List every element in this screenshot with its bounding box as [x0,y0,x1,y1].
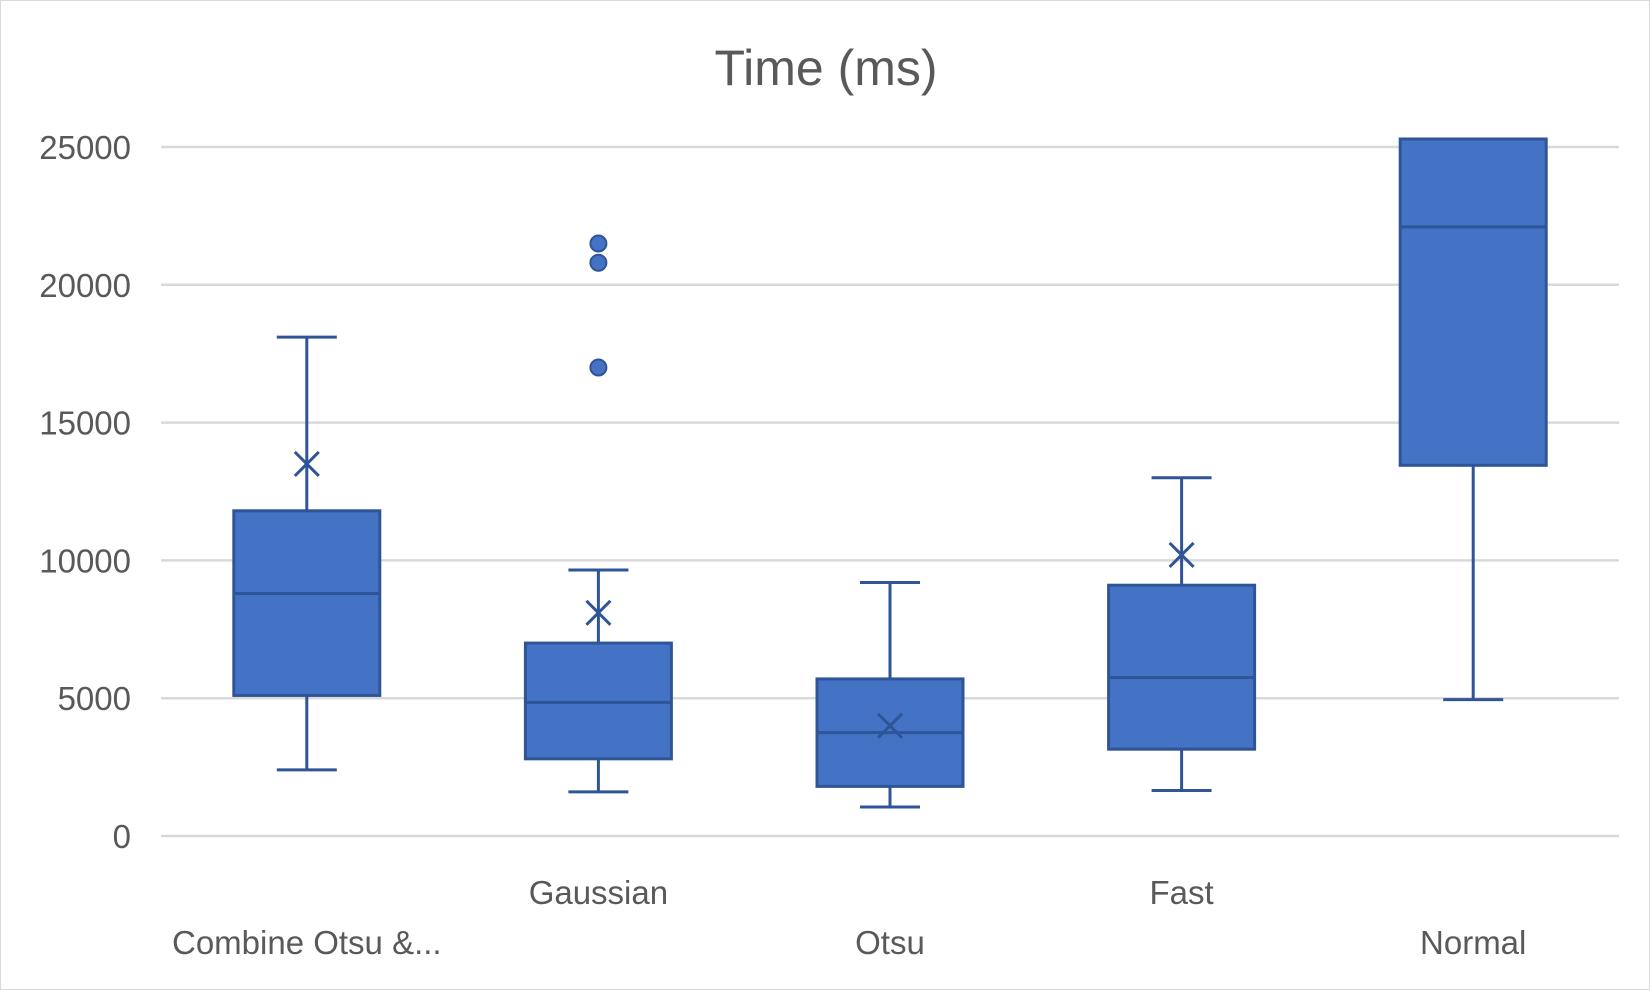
outlier-point [589,358,608,377]
x-category-label: Gaussian [529,874,668,911]
gridlines [161,145,1619,838]
mean-marker [585,599,612,626]
box-plot-3 [815,580,965,809]
outlier-point [589,234,608,253]
y-axis-tick-labels: 0 5000 10000 15000 20000 25000 [39,129,131,855]
iqr-box [232,509,382,697]
box-series [232,137,1548,809]
x-category-label: Otsu [855,924,925,961]
y-tick-label: 5000 [58,680,131,717]
y-tick-label: 10000 [39,542,131,579]
x-axis-category-labels: Combine Otsu &... Gaussian Otsu Fast Normal [172,874,1526,961]
y-tick-label: 15000 [39,405,131,442]
x-category-label: Combine Otsu &... [172,924,442,961]
box-plot-5 [1398,137,1548,702]
iqr-box [1398,137,1548,467]
box-plot-2 [523,234,673,794]
chart-title: Time (ms) [714,40,937,96]
y-tick-label: 0 [113,818,131,855]
iqr-box [1107,583,1257,751]
outlier-point [589,253,608,272]
mean-marker [1168,541,1195,568]
y-tick-label: 25000 [39,129,131,166]
x-category-label: Fast [1150,874,1214,911]
x-category-label: Normal [1420,924,1526,961]
box-plot-1 [232,335,382,772]
mean-marker [293,450,320,478]
box-plot-4 [1107,476,1257,793]
y-tick-label: 20000 [39,267,131,304]
mean-marker [876,712,904,739]
